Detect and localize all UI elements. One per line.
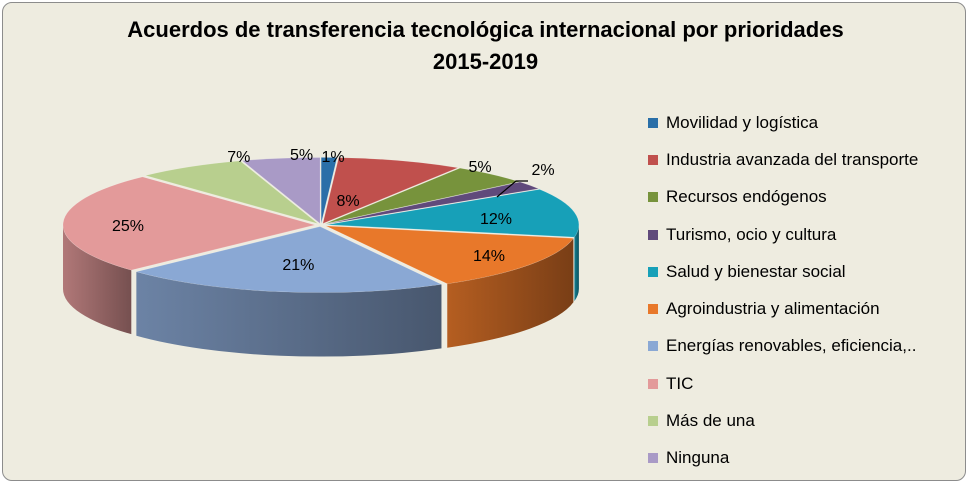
data-label-5: 14% [473, 248, 505, 265]
data-label-0: 1% [321, 149, 344, 166]
legend-item: Salud y bienestar social [648, 253, 918, 290]
legend-swatch [648, 378, 658, 389]
legend-item: Energías renovables, eficiencia,.. [648, 328, 918, 365]
pie-slice-side-4-0 [574, 224, 579, 302]
legend-swatch [648, 416, 658, 427]
legend-swatch [648, 453, 658, 464]
legend-swatch [648, 192, 658, 203]
data-label-7: 25% [112, 218, 144, 235]
legend-label: Recursos endógenos [666, 187, 827, 207]
legend-label: Energías renovables, eficiencia,.. [666, 336, 917, 356]
legend-label: Ninguna [666, 448, 730, 468]
data-label-6: 21% [282, 257, 314, 274]
legend-swatch [648, 154, 658, 165]
legend-item: Ninguna [648, 440, 918, 477]
data-label-8: 7% [227, 149, 250, 166]
pie-slice-7 [62, 176, 317, 271]
leader-line [496, 180, 528, 198]
legend-item: Más de una [648, 402, 918, 439]
legend-item: TIC [648, 365, 918, 402]
data-label-4: 12% [480, 211, 512, 228]
legend-item: Turismo, ocio y cultura [648, 216, 918, 253]
pie-slice-8 [144, 160, 319, 224]
legend-label: Salud y bienestar social [666, 261, 846, 281]
legend-swatch [648, 117, 658, 128]
legend-label: Más de una [666, 411, 755, 431]
legend: Movilidad y logística Industria avanzada … [648, 104, 918, 477]
pie-slice-5 [325, 225, 574, 285]
data-label-2: 5% [468, 159, 491, 176]
chart-title-line-1: Acuerdos de transferencia tecnológica in… [127, 17, 844, 42]
legend-label: Turismo, ocio y cultura [666, 224, 837, 244]
legend-swatch [648, 304, 658, 315]
pie-slice-9 [241, 157, 321, 225]
pie-slice-0 [320, 157, 338, 224]
pie-slice-side-7-1 [63, 224, 132, 335]
chart-title: Acuerdos de transferencia tecnológica in… [0, 14, 971, 78]
legend-item: Movilidad y logística [648, 104, 918, 141]
data-label-1: 8% [336, 193, 359, 210]
legend-item: Agroindustria y alimentación [648, 290, 918, 327]
legend-swatch [648, 229, 658, 240]
pie-slice-side-6-3 [136, 271, 442, 357]
chart-title-line-2: 2015-2019 [432, 49, 539, 74]
legend-item: Industria avanzada del transporte [648, 141, 918, 178]
pie-slice-side-5-2 [447, 238, 574, 348]
legend-label: Agroindustria y alimentación [666, 299, 880, 319]
data-label-3: 2% [531, 162, 554, 179]
pie-slice-2 [324, 167, 521, 225]
legend-swatch [648, 266, 658, 277]
pie-slice-3 [325, 181, 540, 225]
legend-label: Movilidad y logística [666, 112, 819, 132]
legend-label: TIC [666, 373, 694, 393]
data-label-9: 5% [290, 147, 313, 164]
legend-item: Recursos endógenos [648, 179, 918, 216]
pie-slice-4 [326, 189, 580, 238]
legend-label: Industria avanzada del transporte [666, 149, 919, 169]
pie-slice-1 [322, 157, 459, 225]
legend-swatch [648, 341, 658, 352]
pie-slice-6 [135, 226, 443, 293]
